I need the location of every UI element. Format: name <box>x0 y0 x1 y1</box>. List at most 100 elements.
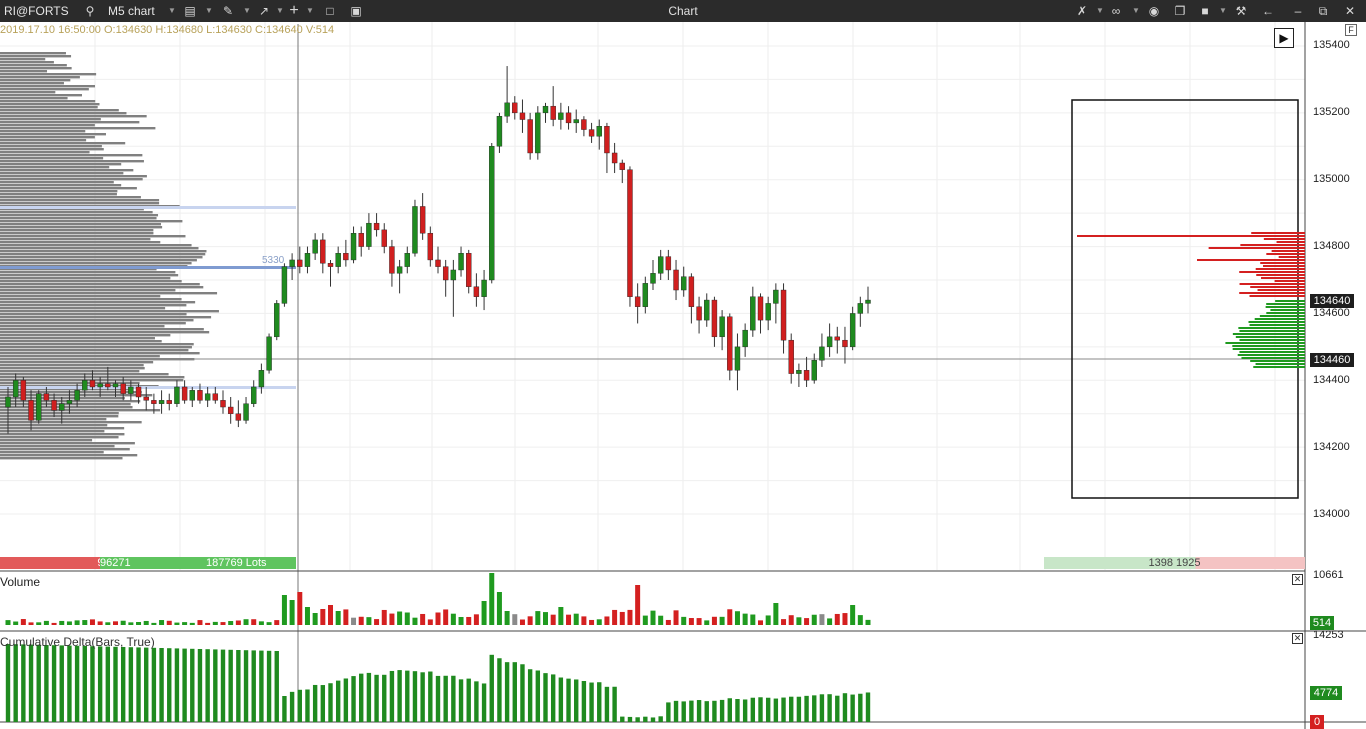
candle-body <box>581 119 587 130</box>
candle-body <box>174 386 180 404</box>
profile-bar <box>0 121 140 124</box>
window-icon[interactable]: □ <box>326 4 334 18</box>
chart-canvas[interactable] <box>0 22 1366 729</box>
profile-bar <box>0 421 142 424</box>
delta-bar <box>397 670 402 722</box>
profile-bar <box>0 451 104 454</box>
camera-icon[interactable]: ◉ <box>1148 4 1160 18</box>
pin-icon[interactable]: ← <box>1262 4 1274 18</box>
volume-bar <box>235 620 241 625</box>
profile-bar <box>0 238 151 241</box>
volume-pane-close-icon[interactable]: ✕ <box>1292 574 1303 585</box>
symbol-selector[interactable]: RI@FORTS <box>4 4 69 18</box>
profile-bar <box>0 187 137 190</box>
chat-icon[interactable]: ▤ <box>184 4 196 18</box>
volume-bar <box>166 620 172 625</box>
candle-body <box>519 112 526 120</box>
candle-body <box>281 266 288 304</box>
candle-body <box>166 400 172 404</box>
chevron-down-icon[interactable]: ▼ <box>168 6 176 15</box>
candle-body <box>74 390 80 401</box>
delta-bar <box>113 646 118 722</box>
profile-bar <box>0 406 133 409</box>
chevron-down-icon[interactable]: ▼ <box>205 6 213 15</box>
close-icon[interactable]: ✕ <box>1344 4 1356 18</box>
candle-body <box>320 239 326 264</box>
profile-bar <box>0 100 96 103</box>
delta-bar <box>236 650 241 722</box>
volume-bar <box>742 613 748 625</box>
delta-bar <box>359 673 364 722</box>
candle-body <box>826 336 833 348</box>
scroll-to-end-button[interactable]: ▶ <box>1274 28 1294 48</box>
profile-bar <box>0 364 144 367</box>
volume-bar <box>36 622 42 625</box>
profile-bar <box>0 232 154 235</box>
volume-bar <box>558 607 564 625</box>
lock-icon[interactable]: ■ <box>1201 4 1209 18</box>
line-chart-icon[interactable]: ↗ <box>258 4 270 18</box>
copy-icon[interactable]: ❐ <box>1174 4 1186 18</box>
delta-bar <box>865 692 871 722</box>
chevron-down-icon[interactable]: ▼ <box>1096 6 1104 15</box>
magnet-icon[interactable]: ✗ <box>1076 4 1088 18</box>
profile-bar <box>0 133 106 136</box>
delta-bar <box>74 645 80 722</box>
volume-bar <box>381 609 387 625</box>
profile-bar <box>0 106 98 109</box>
candle-body <box>289 259 295 267</box>
top-toolbar: RI@FORTS ⚲ M5 chart ▼ ▤ ▼ ✎ ▼ ↗ ▼ + ▼ □ … <box>0 0 1366 22</box>
volume-bar <box>719 616 725 625</box>
delta-max-label: 14253 <box>1313 629 1344 641</box>
volume-bar <box>220 622 226 625</box>
bid-bar <box>1254 318 1305 320</box>
chevron-down-icon[interactable]: ▼ <box>1132 6 1140 15</box>
bid-bar <box>1249 324 1305 326</box>
price-tick: 134800 <box>1313 240 1350 252</box>
candle-body <box>611 152 618 164</box>
tools-icon[interactable]: ⚒ <box>1235 4 1247 18</box>
profile-bar <box>0 343 194 346</box>
layout-icon[interactable]: ▣ <box>350 4 362 18</box>
delta-bar <box>796 696 802 722</box>
minimize-icon[interactable]: – <box>1294 4 1302 18</box>
delta-bar <box>5 644 11 722</box>
delta-bar <box>312 684 318 722</box>
delta-pane-close-icon[interactable]: ✕ <box>1292 633 1303 644</box>
timeframe-selector[interactable]: M5 chart <box>108 4 155 18</box>
candle-body <box>220 400 226 408</box>
chevron-down-icon[interactable]: ▼ <box>306 6 314 15</box>
bid-bar <box>1255 363 1305 365</box>
volume-bar <box>389 613 395 625</box>
chevron-down-icon[interactable]: ▼ <box>276 6 284 15</box>
volume-bar <box>804 618 810 625</box>
candle-body <box>650 273 656 284</box>
volume-bar <box>481 601 487 625</box>
candle-body <box>381 229 387 247</box>
bid-bar <box>1248 321 1305 323</box>
restore-icon[interactable]: ⧉ <box>1318 4 1328 18</box>
link-icon[interactable]: ∞ <box>1111 4 1121 18</box>
profile-bar <box>0 112 127 115</box>
candle-body <box>66 400 73 404</box>
ask-bar <box>1261 277 1305 279</box>
profile-bar <box>0 415 119 418</box>
delta-bar <box>466 678 471 722</box>
ask-bar <box>1240 244 1305 246</box>
candle-body <box>266 336 272 371</box>
delta-last-label: 4774 <box>1310 686 1342 700</box>
profile-bar <box>0 247 199 250</box>
delta-zero-label: 0 <box>1310 715 1324 729</box>
chevron-down-icon[interactable]: ▼ <box>1219 6 1227 15</box>
f-button[interactable]: F <box>1345 24 1357 36</box>
chevron-down-icon[interactable]: ▼ <box>243 6 251 15</box>
left-lots: 187769 Lots <box>206 557 267 569</box>
pencil-icon[interactable]: ✎ <box>222 4 234 18</box>
plus-icon[interactable]: + <box>289 2 299 19</box>
delta-bar <box>305 689 310 722</box>
delta-bar <box>581 681 587 722</box>
search-icon[interactable]: ⚲ <box>85 4 95 18</box>
volume-last-label: 514 <box>1310 616 1334 630</box>
profile-bar <box>0 292 218 295</box>
ask-bar <box>1263 238 1305 240</box>
